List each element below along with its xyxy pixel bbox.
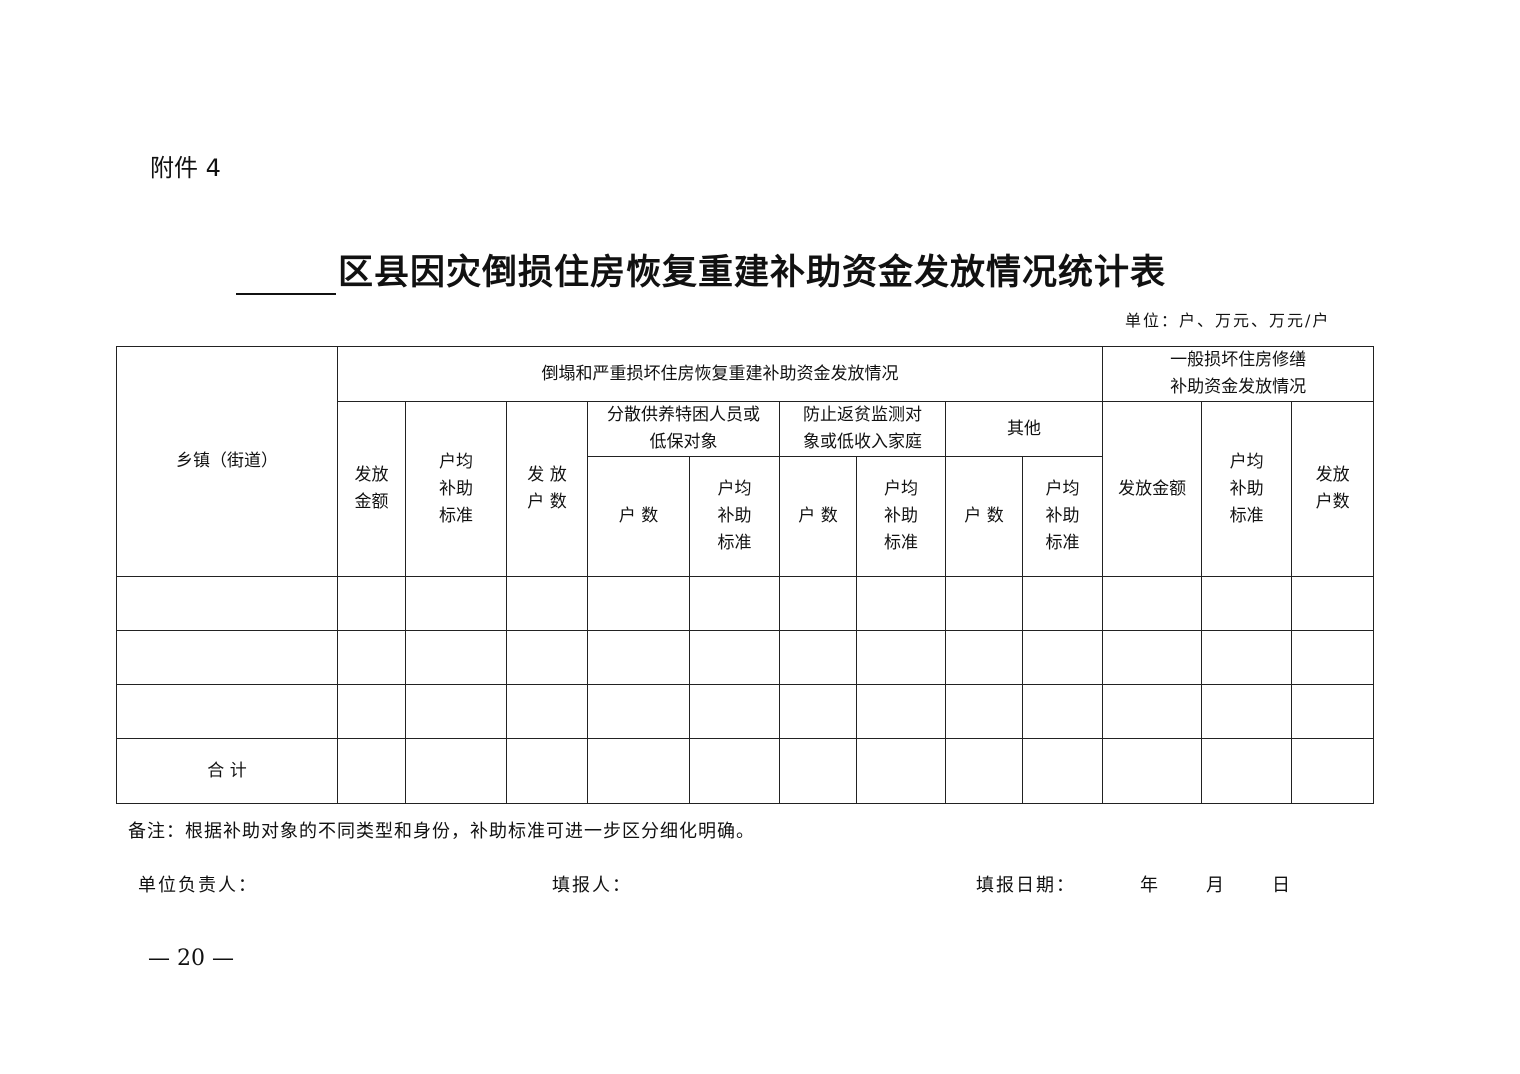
table-cell[interactable] [587,576,690,631]
table-cell[interactable] [587,738,690,804]
remark: 备注：根据补助对象的不同类型和身份，补助标准可进一步区分细化明确。 [128,821,755,842]
title-text: 区县因灾倒损住房恢复重建补助资金发放情况统计表 [338,252,1167,293]
table-cell[interactable] [506,630,588,685]
table-cell[interactable] [405,576,507,631]
table-cell[interactable] [1102,576,1203,631]
table-cell[interactable] [779,630,857,685]
table-cell[interactable] [945,738,1023,804]
table-cell[interactable] [1021,576,1104,631]
table-cell[interactable] [945,576,1023,631]
statistics-table: 乡镇（街道） 倒塌和严重损坏住房恢复重建补助资金发放情况 一般损坏住房修缮 补助… [116,346,1375,804]
table-cell[interactable] [506,738,588,804]
table-cell[interactable] [689,684,780,739]
table-cell[interactable] [856,576,946,631]
table-cell[interactable] [1201,684,1293,739]
table-cell[interactable] [1291,684,1375,739]
attachment-label: 附件 4 [150,154,221,182]
title-blank-line [236,257,336,295]
table-cell[interactable] [779,738,857,804]
table-cell[interactable] [689,576,780,631]
header-town: 乡镇（街道） [116,346,338,577]
page-number: — 20 — [148,946,234,971]
date-year: 年 [1140,875,1160,896]
header-a-households: 发 放 户 数 [506,401,588,577]
date-day: 日 [1272,875,1292,896]
header-avg: 户均 补助 标准 [1021,456,1104,577]
table-cell[interactable] [337,576,406,631]
table-cell[interactable] [405,684,507,739]
unit-label: 单位：户、万元、万元/户 [1125,311,1331,330]
table-cell[interactable] [856,684,946,739]
total-label: 合 计 [116,738,338,804]
table-cell[interactable] [405,738,507,804]
table-cell[interactable] [1021,738,1104,804]
table-cell[interactable] [1291,630,1375,685]
table-cell[interactable] [116,576,338,631]
table-cell[interactable] [337,684,406,739]
signature-filler: 填报人： [552,875,632,896]
table-cell[interactable] [1102,738,1203,804]
table-cell[interactable] [506,684,588,739]
header-b-amount: 发放金额 [1102,401,1203,577]
table-cell[interactable] [779,576,857,631]
table-cell[interactable] [1291,738,1375,804]
table-cell[interactable] [945,684,1023,739]
header-sub-poverty: 分散供养特困人员或 低保对象 [587,401,780,457]
header-b-households: 发放 户数 [1291,401,1375,577]
header-group-collapsed: 倒塌和严重损坏住房恢复重建补助资金发放情况 [336,346,1104,402]
table-cell[interactable] [116,684,338,739]
header-group-general: 一般损坏住房修缮 补助资金发放情况 [1102,346,1375,402]
date-month: 月 [1206,875,1226,896]
total-row: 合 计 [116,738,1375,804]
table-cell[interactable] [1201,630,1293,685]
table-row [116,684,1375,739]
header-hh: 户 数 [779,456,857,577]
table-cell[interactable] [506,576,588,631]
table-cell[interactable] [856,738,946,804]
header-b-avg: 户均 补助 标准 [1201,401,1293,577]
table-cell[interactable] [689,630,780,685]
table-cell[interactable] [587,630,690,685]
table-cell[interactable] [1291,576,1375,631]
table-cell[interactable] [945,630,1023,685]
signature-date: 填报日期： [976,875,1076,896]
header-a-amount: 发放 金额 [337,401,406,577]
table-cell[interactable] [116,630,338,685]
table-row [116,630,1375,685]
page-title: 区县因灾倒损住房恢复重建补助资金发放情况统计表 [236,244,1166,295]
table-cell[interactable] [1102,684,1203,739]
header-a-avg: 户均 补助 标准 [405,401,507,577]
table-cell[interactable] [337,738,406,804]
table-cell[interactable] [1021,684,1104,739]
table-cell[interactable] [856,630,946,685]
table-cell[interactable] [1201,738,1293,804]
table-cell[interactable] [587,684,690,739]
table-cell[interactable] [779,684,857,739]
table-cell[interactable] [1021,630,1104,685]
signature-head: 单位负责人： [138,875,258,896]
header-sub-monitoring: 防止返贫监测对 象或低收入家庭 [779,401,946,457]
table-cell[interactable] [1201,576,1293,631]
header-avg: 户均 补助 标准 [856,456,946,577]
table-cell[interactable] [1102,630,1203,685]
table-cell[interactable] [337,630,406,685]
table-row [116,576,1375,631]
header-hh: 户 数 [945,456,1023,577]
header-hh: 户 数 [587,456,690,577]
table-cell[interactable] [405,630,507,685]
header-sub-other: 其他 [944,401,1104,457]
header-avg: 户均 补助 标准 [689,456,780,577]
table-cell[interactable] [689,738,780,804]
